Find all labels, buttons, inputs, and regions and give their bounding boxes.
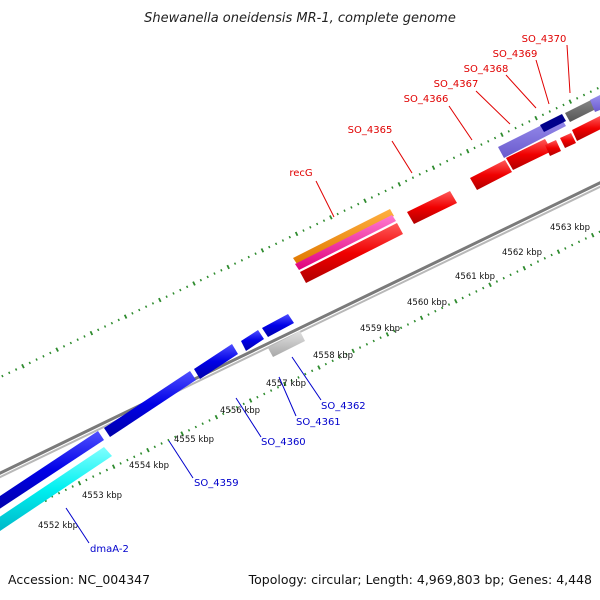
tick-labels: 4552 kbp 4553 kbp 4554 kbp 4555 kbp 4556 kbp…: [38, 223, 590, 531]
forward-gene-labels: recG SO_4365 SO_4366 SO_4367 SO_4368 SO_…: [289, 34, 571, 218]
gene-label-SO_4369[interactable]: SO_4369: [493, 49, 538, 60]
reverse-gene-labels: dmaA-2 SO_4359 SO_4360 SO_4361 SO_4362: [65, 356, 366, 555]
gene-arrow-dmaA-2[interactable]: [0, 447, 112, 531]
gene-arrow-SO_4365[interactable]: [407, 191, 457, 224]
tick-label-4561: 4561 kbp: [455, 272, 495, 282]
gene-label-SO_4361[interactable]: SO_4361: [296, 417, 341, 428]
tick-line-outer: [1, 87, 599, 378]
gene-label-SO_4365[interactable]: SO_4365: [348, 125, 393, 136]
tick-label-4552: 4552 kbp: [38, 521, 78, 531]
gene-arrow-SO_4369[interactable]: [560, 133, 576, 148]
gene-arrow-SO_4360[interactable]: [104, 371, 196, 437]
reverse-strand-genes: [0, 314, 305, 531]
gene-label-SO_4370[interactable]: SO_4370: [522, 34, 567, 45]
gene-label-SO_4359[interactable]: SO_4359: [194, 478, 239, 489]
gene-arrow-SO_4362[interactable]: [241, 330, 264, 351]
map-title: Shewanella oneidensis MR-1, complete gen…: [144, 11, 456, 26]
tick-label-4554: 4554 kbp: [129, 461, 169, 471]
gene-arrow-gray[interactable]: [268, 331, 305, 357]
tick-label-4563: 4563 kbp: [550, 223, 590, 233]
gene-arrow-recG-orange[interactable]: [293, 209, 394, 264]
tick-label-4560: 4560 kbp: [407, 298, 447, 308]
tick-label-4556: 4556 kbp: [220, 406, 260, 416]
gene-arrow-darkgray[interactable]: [565, 98, 600, 122]
tick-label-4559: 4559 kbp: [360, 324, 400, 334]
tick-label-4557: 4557 kbp: [266, 379, 306, 389]
gene-label-recG[interactable]: recG: [289, 168, 312, 179]
gene-arrow-SO_4359[interactable]: [0, 431, 104, 510]
gene-arrow-SO_4368[interactable]: [545, 140, 561, 156]
tick-line-inner: [3, 230, 600, 521]
summary-text: Topology: circular; Length: 4,969,803 bp…: [248, 572, 592, 587]
forward-strand-genes: [293, 95, 600, 283]
gene-arrow-SO_4370[interactable]: [572, 116, 600, 141]
tick-label-4553: 4553 kbp: [82, 491, 122, 501]
gene-arrow-SO_4367[interactable]: [506, 139, 552, 170]
accession-text: Accession: NC_004347: [8, 572, 150, 587]
gene-label-SO_4368[interactable]: SO_4368: [464, 64, 509, 75]
tick-label-4562: 4562 kbp: [502, 248, 542, 258]
gene-arrow-SO_4363[interactable]: [262, 314, 294, 337]
gene-label-SO_4366[interactable]: SO_4366: [404, 94, 449, 105]
gene-label-SO_4367[interactable]: SO_4367: [434, 79, 479, 90]
gene-arrow-recG-pink[interactable]: [295, 215, 396, 270]
gene-arrow-SO_4361[interactable]: [194, 344, 238, 379]
gene-arrow-purple-edge[interactable]: [590, 95, 600, 112]
gene-label-dmaA-2[interactable]: dmaA-2: [90, 544, 129, 555]
gene-label-SO_4362[interactable]: SO_4362: [321, 401, 366, 412]
tick-label-4555: 4555 kbp: [174, 435, 214, 445]
gene-arrow-SO_4366[interactable]: [470, 160, 512, 190]
gene-arrow-recG[interactable]: [300, 223, 403, 283]
tick-label-4558: 4558 kbp: [313, 351, 353, 361]
gene-arrow-navy[interactable]: [540, 114, 566, 132]
gene-label-SO_4360[interactable]: SO_4360: [261, 437, 306, 448]
